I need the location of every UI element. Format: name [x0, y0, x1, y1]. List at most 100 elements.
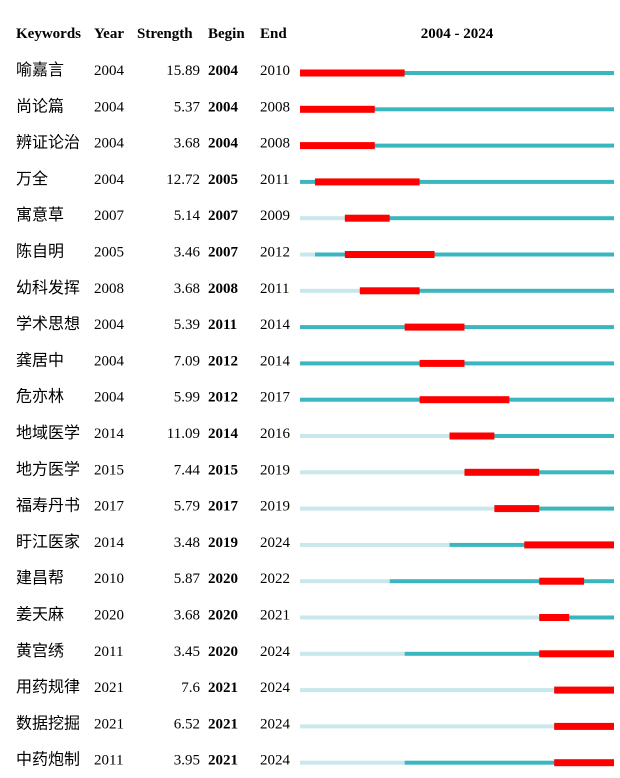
keyword-cell: 中药炮制 — [16, 750, 80, 769]
keyword-cell: 姜天麻 — [16, 605, 64, 624]
keyword-cell: 寓意草 — [16, 205, 64, 224]
year-cell: 2015 — [94, 462, 124, 478]
keyword-cell: 福寿丹书 — [16, 496, 80, 515]
burst-segment — [554, 722, 614, 730]
year-cell: 2011 — [94, 644, 123, 660]
end-cell: 2012 — [260, 245, 290, 261]
inactive-segment — [300, 724, 555, 729]
begin-cell: 2020 — [208, 571, 238, 587]
header-strength: Strength — [137, 26, 193, 42]
burst-segment — [524, 541, 614, 549]
strength-cell: 5.87 — [174, 571, 201, 587]
burst-segment — [539, 650, 614, 658]
year-cell: 2004 — [94, 317, 125, 333]
strength-cell: 3.46 — [174, 245, 201, 261]
begin-cell: 2005 — [208, 172, 238, 188]
begin-cell: 2012 — [208, 390, 238, 406]
begin-cell: 2015 — [208, 462, 238, 478]
active-segment — [389, 579, 614, 584]
inactive-segment — [300, 252, 315, 257]
header-year: Year — [94, 26, 124, 42]
active-segment — [449, 434, 614, 438]
table-row: 地域医学 2014 11.09 2014 2016 — [16, 423, 614, 442]
table-row: 尚论篇 2004 5.37 2004 2008 — [16, 96, 614, 115]
keyword-cell: 龚居中 — [16, 350, 64, 369]
burst-segment — [300, 105, 375, 113]
active-segment — [300, 143, 614, 148]
end-cell: 2019 — [260, 499, 290, 515]
table-row: 幼科发挥 2008 3.68 2008 2011 — [16, 278, 614, 297]
begin-cell: 2008 — [208, 281, 238, 297]
year-cell: 2004 — [94, 99, 125, 115]
end-cell: 2017 — [260, 390, 291, 406]
begin-cell: 2021 — [208, 753, 238, 769]
strength-cell: 7.6 — [181, 680, 200, 696]
header-keywords: Keywords — [16, 26, 81, 42]
year-cell: 2021 — [94, 680, 124, 696]
table-row: 万全 2004 12.72 2005 2011 — [16, 169, 614, 188]
burst-segment — [539, 577, 585, 585]
year-cell: 2004 — [94, 63, 125, 79]
table-row: 中药炮制 2011 3.95 2021 2024 — [16, 750, 614, 769]
begin-cell: 2014 — [208, 426, 239, 442]
table-row: 寓意草 2007 5.14 2007 2009 — [16, 205, 614, 224]
table-row: 用药规律 2021 7.6 2021 2024 — [16, 677, 614, 696]
end-cell: 2009 — [260, 208, 290, 224]
table-row: 龚居中 2004 7.09 2012 2014 — [16, 350, 614, 369]
keyword-cell: 学术思想 — [16, 314, 80, 333]
keyword-cell: 建昌帮 — [16, 568, 64, 587]
strength-cell: 3.48 — [174, 535, 200, 551]
year-cell: 2004 — [94, 390, 125, 406]
end-cell: 2008 — [260, 136, 290, 152]
active-segment — [300, 71, 614, 75]
begin-cell: 2021 — [208, 716, 238, 732]
burst-segment — [344, 251, 435, 258]
active-segment — [404, 760, 614, 765]
strength-cell: 5.14 — [174, 208, 201, 224]
begin-cell: 2011 — [208, 317, 237, 333]
strength-cell: 3.95 — [174, 753, 200, 769]
end-cell: 2024 — [260, 753, 291, 769]
end-cell: 2016 — [260, 426, 291, 442]
end-cell: 2010 — [260, 63, 290, 79]
keyword-cell: 用药规律 — [16, 677, 80, 696]
active-segment — [494, 506, 614, 511]
burst-segment — [494, 505, 540, 513]
end-cell: 2024 — [260, 680, 291, 696]
strength-cell: 5.37 — [174, 99, 201, 115]
active-segment — [300, 107, 614, 112]
burst-segment — [419, 359, 465, 367]
end-cell: 2014 — [260, 353, 291, 369]
inactive-segment — [300, 651, 405, 656]
end-cell: 2022 — [260, 571, 290, 587]
strength-cell: 3.68 — [174, 281, 200, 297]
active-segment — [404, 651, 614, 656]
year-cell: 2010 — [94, 571, 124, 587]
burst-segment — [359, 287, 420, 295]
end-cell: 2024 — [260, 535, 291, 551]
keyword-cell: 数据挖掘 — [16, 713, 80, 732]
keyword-cell: 辨证论治 — [16, 133, 80, 152]
table-row: 数据挖掘 2021 6.52 2021 2024 — [16, 713, 614, 732]
year-cell: 2008 — [94, 281, 124, 297]
begin-cell: 2004 — [208, 136, 239, 152]
year-cell: 2011 — [94, 753, 123, 769]
begin-cell: 2004 — [208, 63, 239, 79]
burst-segment — [449, 432, 495, 440]
table-row: 黄宫绣 2011 3.45 2020 2024 — [16, 641, 614, 660]
begin-cell: 2020 — [208, 608, 238, 624]
begin-cell: 2007 — [208, 208, 239, 224]
year-cell: 2004 — [94, 353, 125, 369]
keyword-cell: 尚论篇 — [16, 96, 64, 115]
strength-cell: 5.99 — [174, 390, 200, 406]
keyword-cell: 盱江医家 — [16, 532, 80, 551]
table-header: Keywords Year Strength Begin End 2004 - … — [16, 26, 494, 42]
active-segment — [539, 615, 614, 620]
end-cell: 2019 — [260, 462, 290, 478]
begin-cell: 2020 — [208, 644, 238, 660]
inactive-segment — [300, 470, 465, 475]
inactive-segment — [300, 506, 495, 511]
begin-cell: 2012 — [208, 353, 238, 369]
